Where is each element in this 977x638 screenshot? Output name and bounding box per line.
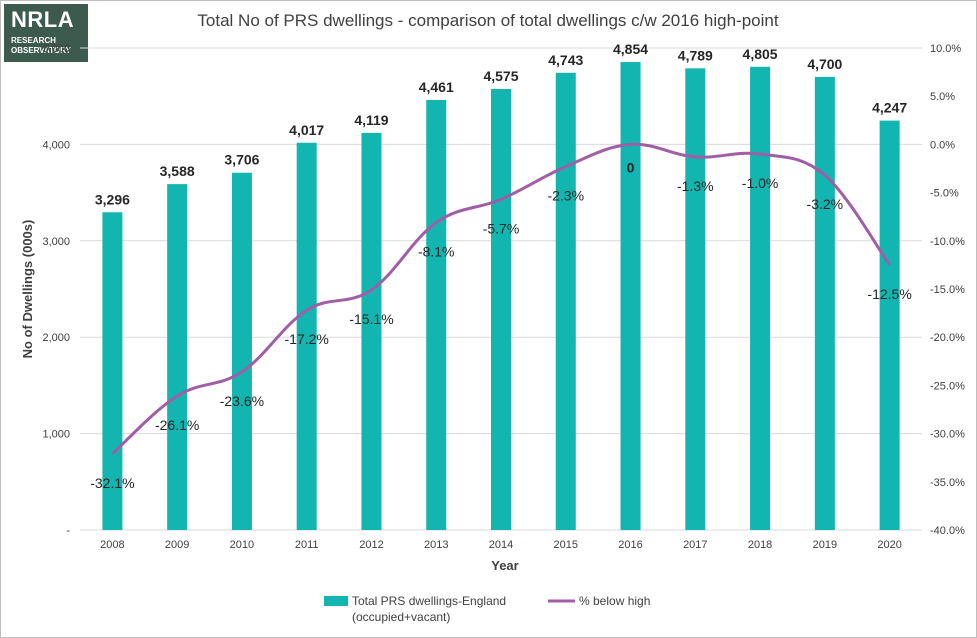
- line-value-label: -12.5%: [867, 286, 911, 302]
- right-tick-label: 5.0%: [930, 91, 955, 103]
- line-value-label: -1.3%: [677, 178, 714, 194]
- line-value-label: -5.7%: [483, 220, 520, 236]
- nrla-logo: NRLA RESEARCH OBSERVATORY: [4, 4, 88, 62]
- line-value-label: -32.1%: [90, 475, 134, 491]
- line-value-label: -17.2%: [285, 331, 329, 347]
- bar-value-label: 4,805: [743, 46, 778, 62]
- right-tick-label: -30.0%: [930, 429, 965, 441]
- bar-series: [102, 62, 900, 531]
- bar-data-labels: 3,296 3,588 3,706 4,017 4,119 4,461 4,575 4,743…: [95, 41, 907, 207]
- x-axis-ticks: 2008 2009 2010 2011 2012 2013 2014 2015 2016 2017…: [100, 539, 902, 551]
- bar: [750, 66, 771, 530]
- left-tick-label: 2,000: [42, 332, 70, 344]
- bar: [491, 88, 511, 530]
- bar-value-label: 3,706: [224, 152, 259, 168]
- bar: [361, 132, 382, 530]
- x-tick-label: 2020: [877, 539, 901, 551]
- bar: [426, 99, 447, 531]
- right-tick-label: -40.0%: [930, 525, 965, 537]
- bar-value-label: 4,119: [354, 112, 388, 128]
- line-value-label: -15.1%: [349, 311, 393, 327]
- left-tick-label: 3,000: [42, 236, 70, 248]
- bar: [685, 68, 706, 531]
- right-tick-label: -15.0%: [930, 284, 965, 296]
- line-value-label: -3.2%: [807, 196, 844, 212]
- bar: [231, 172, 252, 531]
- right-tick-label: 10.0%: [930, 43, 961, 55]
- left-tick-label: 4,000: [42, 139, 70, 151]
- line-value-label: -8.1%: [418, 243, 455, 259]
- line-value-label: -26.1%: [155, 417, 199, 433]
- bar: [167, 184, 188, 530]
- x-tick-label: 2017: [683, 539, 707, 551]
- x-tick-label: 2018: [748, 539, 772, 551]
- left-tick-label: 5,000: [42, 43, 70, 55]
- line-series: [111, 142, 891, 455]
- bar-value-label: 3,296: [95, 191, 130, 207]
- left-tick-label: -: [66, 525, 70, 537]
- bar-value-label: 4,854: [613, 41, 648, 57]
- logo-line-2: OBSERVATORY: [11, 46, 72, 55]
- right-axis-ticks: 10.0% 5.0% 0.0% -5.0% -10.0% -15.0% -20.0% -25.…: [930, 43, 965, 537]
- bar-value-label: 4,017: [289, 122, 324, 138]
- right-tick-label: -5.0%: [930, 188, 959, 200]
- x-tick-label: 2011: [295, 539, 319, 551]
- legend-bar-label-line-2: (occupied+vacant): [352, 610, 450, 624]
- bar-value-label: 4,575: [483, 68, 518, 84]
- bar-value-label: 4,247: [872, 100, 907, 116]
- line-value-label: 0: [627, 159, 635, 175]
- bar: [879, 120, 900, 530]
- x-tick-label: 2008: [100, 539, 124, 551]
- left-tick-label: 1,000: [42, 429, 70, 441]
- legend-bar-label-line-1: Total PRS dwellings-England: [352, 594, 506, 608]
- logo-main: NRLA: [11, 7, 75, 32]
- right-tick-label: -35.0%: [930, 477, 965, 489]
- legend: Total PRS dwellings-England (occupied+va…: [324, 594, 650, 624]
- right-tick-label: -25.0%: [930, 380, 965, 392]
- logo-line-1: RESEARCH: [11, 36, 56, 45]
- y-axis-title: No of Dwellings (000s): [20, 220, 35, 359]
- line-value-label: -23.6%: [220, 393, 264, 409]
- legend-bar-swatch: [324, 596, 348, 606]
- x-tick-label: 2019: [813, 539, 837, 551]
- x-tick-label: 2016: [618, 539, 642, 551]
- line-data-labels: -32.1% -26.1% -23.6% -17.2% -15.1% -8.1% -5.7%…: [90, 159, 912, 490]
- right-tick-label: -10.0%: [930, 236, 965, 248]
- bar-value-label: 4,789: [678, 47, 713, 63]
- right-tick-label: 0.0%: [930, 139, 955, 151]
- bar-value-label: 4,743: [548, 52, 583, 68]
- x-tick-label: 2013: [424, 539, 448, 551]
- bar: [555, 72, 576, 530]
- bar: [620, 62, 641, 530]
- x-tick-label: 2015: [554, 539, 578, 551]
- x-tick-label: 2014: [489, 539, 513, 551]
- bar-value-label: 3,588: [160, 163, 195, 179]
- chart-title: Total No of PRS dwellings - comparison o…: [197, 11, 778, 30]
- line-value-label: -1.0%: [742, 175, 779, 191]
- bar: [296, 142, 317, 530]
- line-value-label: -2.3%: [547, 188, 584, 204]
- right-tick-label: -20.0%: [930, 332, 965, 344]
- x-tick-label: 2010: [230, 539, 254, 551]
- bar-value-label: 4,461: [419, 79, 454, 95]
- left-axis-ticks: - 1,000 2,000 3,000 4,000 5,000: [42, 43, 70, 537]
- x-tick-label: 2009: [165, 539, 189, 551]
- bar: [814, 76, 835, 531]
- x-axis-title: Year: [491, 558, 518, 573]
- x-tick-label: 2012: [359, 539, 383, 551]
- legend-line-label: % below high: [579, 594, 650, 608]
- bar-value-label: 4,700: [807, 56, 842, 72]
